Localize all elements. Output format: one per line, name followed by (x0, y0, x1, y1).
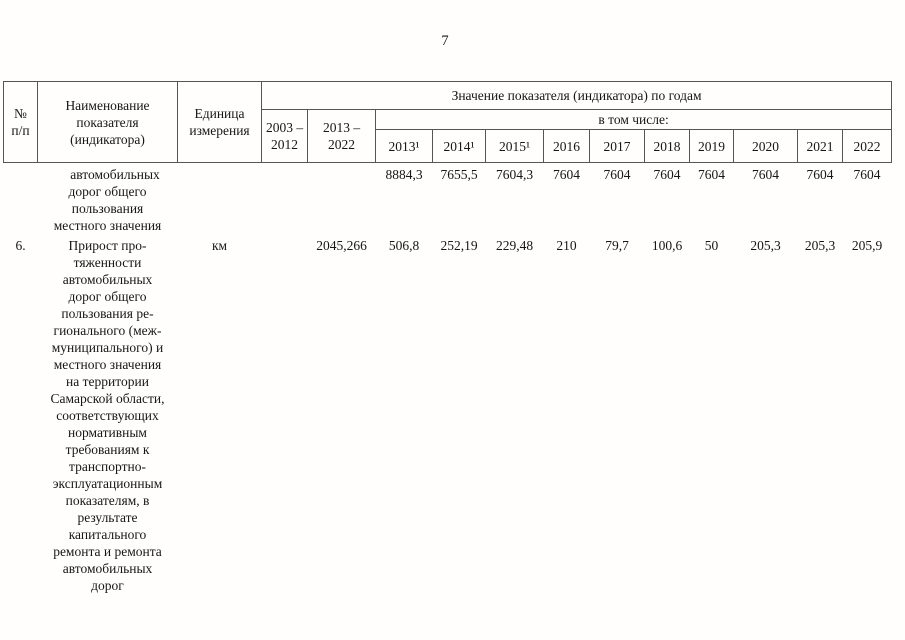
cell-2013-2022 (308, 163, 376, 235)
page-number: 7 (441, 33, 449, 49)
cell-year-value: 7604 (603, 167, 631, 182)
cell-num (4, 163, 38, 235)
cell-year-value: 229,48 (495, 238, 534, 253)
header-year-2017: 2017 (589, 129, 645, 163)
cell-year-value: 205,3 (804, 238, 836, 253)
cell-year-value: 100,6 (651, 238, 683, 253)
cell-year-value: 7655,5 (440, 167, 478, 182)
header-year-2013: 2013¹ (375, 129, 433, 163)
cell-unit: км (211, 238, 228, 253)
cell-unit (178, 163, 262, 235)
header-row-1: № п/п Наименование показателя (индикатор… (3, 81, 893, 163)
header-year-2018: 2018 (644, 129, 690, 163)
table-header: № п/п Наименование показателя (индикатор… (3, 81, 893, 163)
header-row-2: 2003 – 2012 2013 – 2022 в том числе: (4, 109, 893, 163)
header-year-2016: 2016 (543, 129, 590, 163)
cell-num: 6. (15, 238, 26, 253)
cell-2013-2022: 2045,266 (316, 238, 367, 253)
cell-indicator-name: Прирост про- тяженности автомобильных до… (50, 238, 165, 593)
cell-year-value: 7604 (653, 167, 681, 182)
cell-year-value: 7604,3 (495, 167, 534, 182)
header-year-2014: 2014¹ (432, 129, 486, 163)
cell-year-value: 8884,3 (385, 167, 423, 182)
header-including: в том числе: (374, 109, 893, 130)
cell-year-value: 7604 (806, 167, 834, 182)
indicators-table: № п/п Наименование показателя (индикатор… (3, 81, 893, 595)
cell-year-value: 252,19 (440, 238, 478, 253)
cell-year-value: 7604 (752, 167, 779, 182)
cell-year-value: 210 (556, 238, 577, 253)
header-indicator-name: Наименование показателя (индикатора) (37, 81, 178, 163)
cell-year-value: 7604 (553, 167, 580, 182)
cell-year-value: 205,3 (750, 238, 781, 253)
table-row-continued: автомобильных дорог общего пользования м… (4, 163, 892, 235)
header-year-2022: 2022 (841, 129, 893, 163)
table-row-6: 6. Прирост про- тяженности автомобильных… (4, 234, 892, 594)
cell-year-value: 205,9 (851, 238, 883, 253)
cell-year-value: 79,7 (605, 238, 629, 253)
cell-2003-2012 (262, 163, 308, 235)
header-values-by-years: Значение показателя (индикатора) по года… (260, 81, 893, 110)
cell-year-value: 506,8 (388, 238, 420, 253)
header-2003-2012: 2003 – 2012 (261, 109, 308, 163)
cell-year-value: 50 (704, 238, 719, 253)
header-year-2019: 2019 (689, 129, 734, 163)
header-year-2020: 2020 (733, 129, 798, 163)
header-year-2021: 2021 (797, 129, 843, 163)
header-row-years: 2013¹ 2014¹ 2015¹ 2016 2017 2018 2019 20… (4, 129, 893, 163)
table-body: автомобильных дорог общего пользования м… (4, 163, 892, 595)
cell-year-value: 7604 (853, 167, 881, 182)
header-2013-2022: 2013 – 2022 (307, 109, 376, 163)
header-unit: Единица измерения (177, 81, 262, 163)
cell-indicator-name: автомобильных дорог общего пользования м… (53, 167, 162, 233)
header-row-number: № п/п (3, 81, 38, 163)
cell-year-value: 7604 (698, 167, 725, 182)
header-year-2015: 2015¹ (485, 129, 544, 163)
cell-2003-2012 (262, 234, 308, 594)
